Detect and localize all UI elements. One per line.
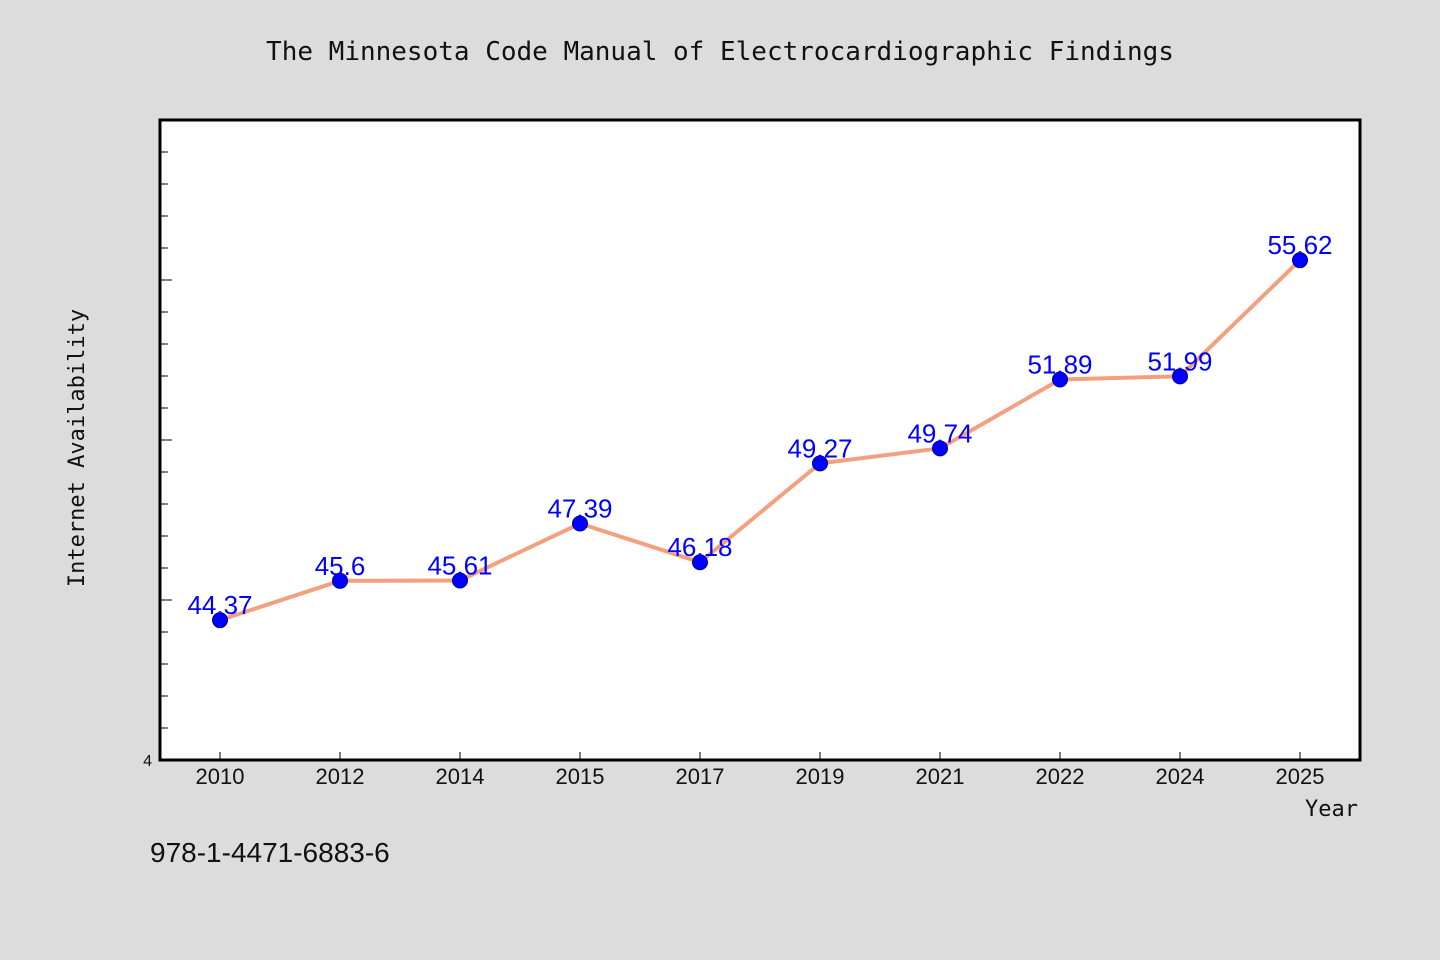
- data-point: [1052, 371, 1068, 388]
- footnote-isbn: 978-1-4471-6883-6: [150, 837, 390, 868]
- data-point: [332, 572, 348, 589]
- data-label: 51.99: [1147, 346, 1212, 376]
- data-point: [1292, 252, 1308, 269]
- x-tick-label: 2015: [556, 764, 605, 789]
- data-point: [452, 572, 468, 589]
- data-label: 46.18: [667, 532, 732, 562]
- plot-area: [158, 118, 1362, 762]
- series-markers: [212, 252, 1308, 629]
- data-label: 45.6: [315, 551, 366, 581]
- x-tick-label: 2025: [1276, 764, 1325, 789]
- y-tick-label: 4: [143, 753, 152, 770]
- y-axis-label: Internet Availability: [65, 309, 90, 587]
- data-label: 49.27: [787, 433, 852, 463]
- x-tick-label: 2019: [796, 764, 845, 789]
- x-tick-label: 2022: [1036, 764, 1085, 789]
- x-tick-label: 2010: [196, 764, 245, 789]
- x-tick-label: 2017: [676, 764, 725, 789]
- data-point: [572, 515, 588, 532]
- data-labels: 44.37 45.6 45.61 47.39 46.18 49.27 49.74 51.89 5…: [187, 230, 1332, 620]
- data-point: [812, 455, 828, 472]
- x-axis-label: Year: [1305, 797, 1358, 822]
- x-tick-label: 2021: [916, 764, 965, 789]
- data-label: 44.37: [187, 590, 252, 620]
- x-axis-ticks: 2010 2012 2014 2015 2017 2019 2021 2022 2024 2025: [196, 752, 1325, 789]
- data-label: 51.89: [1027, 350, 1092, 380]
- data-point: [212, 612, 228, 629]
- chart-title: The Minnesota Code Manual of Electrocard…: [266, 37, 1174, 67]
- data-label: 47.39: [547, 494, 612, 524]
- series-line: [219, 258, 1302, 623]
- data-point: [1172, 368, 1188, 385]
- data-label: 49.74: [907, 418, 972, 448]
- x-tick-label: 2012: [316, 764, 365, 789]
- y-axis-ticks: [160, 151, 172, 729]
- x-tick-label: 2014: [436, 764, 485, 789]
- data-point: [692, 554, 708, 571]
- x-tick-label: 2024: [1156, 764, 1205, 789]
- data-label: 55.62: [1267, 230, 1332, 260]
- data-label: 45.61: [427, 550, 492, 580]
- data-point: [932, 440, 948, 457]
